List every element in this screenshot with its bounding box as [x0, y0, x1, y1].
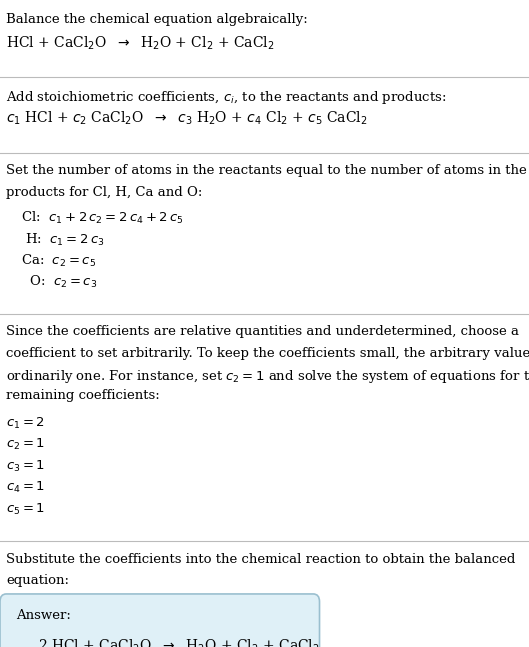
Text: products for Cl, H, Ca and O:: products for Cl, H, Ca and O:	[6, 186, 203, 199]
Text: equation:: equation:	[6, 574, 69, 587]
Text: 2 HCl + CaCl$_2$O  $\rightarrow$  H$_2$O + Cl$_2$ + CaCl$_2$: 2 HCl + CaCl$_2$O $\rightarrow$ H$_2$O +…	[38, 637, 320, 647]
Text: Balance the chemical equation algebraically:: Balance the chemical equation algebraica…	[6, 13, 308, 26]
Text: ordinarily one. For instance, set $c_2 = 1$ and solve the system of equations fo: ordinarily one. For instance, set $c_2 =…	[6, 368, 529, 385]
Text: O:  $c_2 = c_3$: O: $c_2 = c_3$	[21, 274, 97, 291]
Text: Substitute the coefficients into the chemical reaction to obtain the balanced: Substitute the coefficients into the che…	[6, 553, 516, 565]
Text: Cl:  $c_1 + 2\,c_2 = 2\,c_4 + 2\,c_5$: Cl: $c_1 + 2\,c_2 = 2\,c_4 + 2\,c_5$	[21, 210, 184, 226]
Text: $c_1$ HCl + $c_2$ CaCl$_2$O  $\rightarrow$  $c_3$ H$_2$O + $c_4$ Cl$_2$ + $c_5$ : $c_1$ HCl + $c_2$ CaCl$_2$O $\rightarrow…	[6, 110, 368, 127]
Text: Ca:  $c_2 = c_5$: Ca: $c_2 = c_5$	[21, 253, 96, 269]
Text: Add stoichiometric coefficients, $c_i$, to the reactants and products:: Add stoichiometric coefficients, $c_i$, …	[6, 89, 446, 105]
Text: remaining coefficients:: remaining coefficients:	[6, 389, 160, 402]
Text: $c_1 = 2$: $c_1 = 2$	[6, 416, 45, 431]
Text: $c_3 = 1$: $c_3 = 1$	[6, 459, 45, 474]
Text: $c_4 = 1$: $c_4 = 1$	[6, 480, 45, 495]
FancyBboxPatch shape	[0, 594, 320, 647]
Text: $c_5 = 1$: $c_5 = 1$	[6, 501, 45, 516]
Text: H:  $c_1 = 2\,c_3$: H: $c_1 = 2\,c_3$	[21, 232, 105, 248]
Text: Answer:: Answer:	[16, 609, 71, 622]
Text: Since the coefficients are relative quantities and underdetermined, choose a: Since the coefficients are relative quan…	[6, 325, 519, 338]
Text: HCl + CaCl$_2$O  $\rightarrow$  H$_2$O + Cl$_2$ + CaCl$_2$: HCl + CaCl$_2$O $\rightarrow$ H$_2$O + C…	[6, 34, 275, 52]
Text: Set the number of atoms in the reactants equal to the number of atoms in the: Set the number of atoms in the reactants…	[6, 164, 527, 177]
Text: coefficient to set arbitrarily. To keep the coefficients small, the arbitrary va: coefficient to set arbitrarily. To keep …	[6, 347, 529, 360]
Text: $c_2 = 1$: $c_2 = 1$	[6, 437, 45, 452]
